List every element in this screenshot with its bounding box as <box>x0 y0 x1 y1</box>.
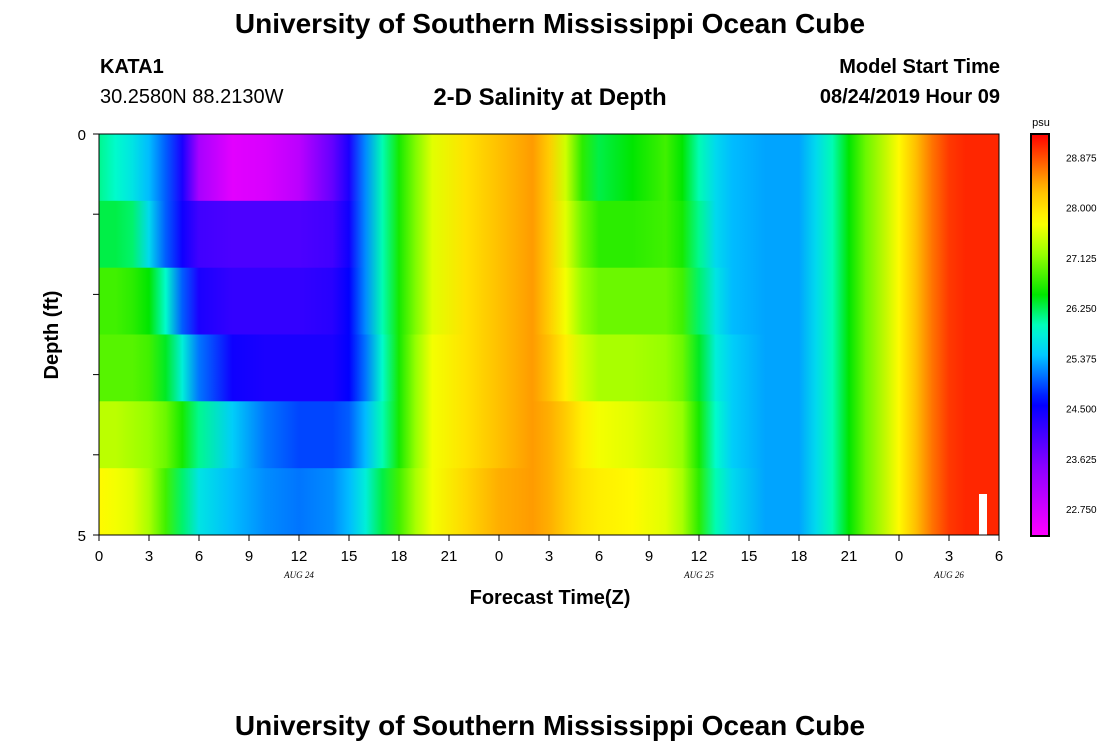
heatmap-row-3 <box>99 267 999 335</box>
model-start-label: Model Start Time <box>839 56 1000 78</box>
y-tick-label: 5 <box>78 528 86 545</box>
x-tick-label: 3 <box>145 548 153 565</box>
heatmap-row-4 <box>99 334 999 402</box>
colorbar-tick-label: 22.750 <box>1066 505 1097 516</box>
heatmap-cells <box>99 134 999 536</box>
x-tick-label: 9 <box>245 548 253 565</box>
x-tick-label: 6 <box>195 548 203 565</box>
x-tick-label: 12 <box>691 548 708 565</box>
x-axis-ticks: 0 3 6 9 12 15 18 21 0 3 6 9 12 15 18 21 0 3 6 AUG 24 AUG 25 A… <box>95 535 1003 580</box>
x-tick-label: 9 <box>645 548 653 565</box>
x-tick-label: 0 <box>895 548 903 565</box>
y-axis-label: Depth (ft) <box>41 291 63 380</box>
date-label: AUG 24 <box>283 570 314 580</box>
x-tick-label: 0 <box>95 548 103 565</box>
heatmap-row-5 <box>99 401 999 469</box>
station-id: KATA1 <box>100 56 164 78</box>
colorbar-tick-label: 25.375 <box>1066 354 1097 365</box>
x-tick-label: 3 <box>945 548 953 565</box>
date-label: AUG 25 <box>683 570 714 580</box>
x-tick-label: 0 <box>495 548 503 565</box>
x-tick-label: 3 <box>545 548 553 565</box>
colorbar: 28.875 28.000 27.125 26.250 25.375 24.500 23.6… <box>1030 133 1097 537</box>
date-label: AUG 26 <box>933 570 964 580</box>
x-tick-label: 21 <box>841 548 858 565</box>
colorbar-tick-label: 27.125 <box>1066 254 1097 265</box>
colorbar-unit: psu <box>1032 117 1050 129</box>
heatmap-row-6 <box>99 468 999 536</box>
colorbar-scale <box>1030 133 1050 537</box>
colorbar-tick-label: 23.625 <box>1066 455 1097 466</box>
x-tick-label: 18 <box>391 548 408 565</box>
x-tick-label: 15 <box>341 548 358 565</box>
y-tick-label: 0 <box>78 127 86 144</box>
colorbar-tick-label: 28.875 <box>1066 153 1097 164</box>
heatmap-row-2 <box>99 200 999 269</box>
station-coords: 30.2580N 88.2130W <box>100 86 284 108</box>
chart-title: 2-D Salinity at Depth <box>433 84 667 111</box>
x-tick-label: 12 <box>291 548 308 565</box>
colorbar-tick-label: 24.500 <box>1066 405 1097 416</box>
model-start-value: 08/24/2019 Hour 09 <box>819 86 1000 108</box>
x-axis-label: Forecast Time(Z) <box>470 587 631 609</box>
heatmap-row-1 <box>99 134 999 202</box>
x-tick-label: 18 <box>791 548 808 565</box>
x-tick-label: 6 <box>595 548 603 565</box>
footer-title: University of Southern Mississippi Ocean… <box>234 710 866 741</box>
page-title: University of Southern Mississippi Ocean… <box>234 8 866 39</box>
colorbar-tick-label: 28.000 <box>1066 204 1097 215</box>
x-tick-label: 6 <box>995 548 1003 565</box>
data-gap-marker <box>979 494 987 535</box>
x-tick-label: 15 <box>741 548 758 565</box>
y-axis-ticks: 05 <box>78 127 99 545</box>
x-tick-label: 21 <box>441 548 458 565</box>
colorbar-tick-label: 26.250 <box>1066 304 1097 315</box>
